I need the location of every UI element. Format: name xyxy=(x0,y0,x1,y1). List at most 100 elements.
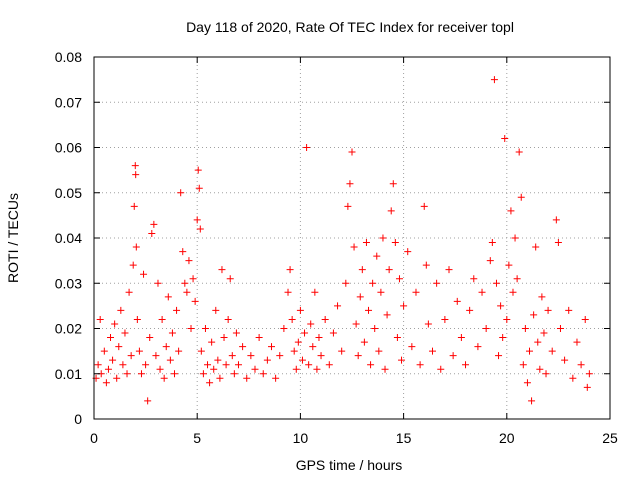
grid xyxy=(94,57,610,419)
data-point xyxy=(175,347,183,355)
data-point xyxy=(162,343,170,351)
data-points xyxy=(92,76,593,405)
data-point xyxy=(232,329,240,337)
data-point xyxy=(268,343,276,351)
data-point xyxy=(307,320,315,328)
data-point xyxy=(214,356,222,364)
data-point xyxy=(218,266,226,274)
data-point xyxy=(144,397,152,405)
x-tick-label: 20 xyxy=(499,430,515,446)
data-point xyxy=(104,365,112,373)
data-point xyxy=(391,239,399,247)
data-point xyxy=(117,306,125,314)
data-point xyxy=(521,325,529,332)
data-point xyxy=(499,334,507,342)
y-tick-label: 0.07 xyxy=(55,94,82,110)
data-point xyxy=(100,347,108,355)
data-point xyxy=(400,302,408,310)
data-point xyxy=(428,347,436,355)
y-tick-label: 0.01 xyxy=(55,366,82,382)
data-point xyxy=(164,293,172,301)
data-point xyxy=(148,229,156,237)
x-tick-label: 5 xyxy=(193,430,201,446)
data-point xyxy=(276,352,284,360)
y-tick-label: 0.05 xyxy=(55,185,82,201)
data-point xyxy=(338,347,346,355)
data-point xyxy=(135,347,143,355)
x-tick-label: 0 xyxy=(90,430,98,446)
data-point xyxy=(569,374,577,382)
data-point xyxy=(375,347,383,355)
data-point xyxy=(449,352,457,360)
data-point xyxy=(356,293,364,301)
data-point xyxy=(199,370,207,378)
data-point xyxy=(193,216,201,224)
data-point xyxy=(362,239,370,247)
data-point xyxy=(288,315,296,323)
y-axis-label: ROTI / TECUs xyxy=(5,193,21,283)
data-point xyxy=(398,356,406,364)
data-point xyxy=(187,325,195,332)
chart-title: Day 118 of 2020, Rate Of TEC Index for r… xyxy=(186,19,514,35)
data-point xyxy=(416,361,424,369)
data-point xyxy=(152,352,160,360)
data-point xyxy=(284,288,292,296)
data-point xyxy=(534,338,542,346)
data-point xyxy=(371,325,379,332)
data-point xyxy=(239,343,247,351)
data-point xyxy=(517,193,525,201)
data-point xyxy=(379,234,387,242)
data-point xyxy=(497,302,505,310)
data-point xyxy=(115,343,123,351)
data-point xyxy=(315,334,323,342)
data-point xyxy=(457,334,465,342)
data-point xyxy=(234,361,242,369)
data-point xyxy=(577,361,585,369)
data-point xyxy=(530,311,538,319)
data-point xyxy=(462,361,470,369)
data-point xyxy=(243,374,251,382)
data-point xyxy=(194,166,202,174)
data-point xyxy=(554,239,562,247)
data-point xyxy=(478,288,486,296)
data-point xyxy=(216,374,224,382)
data-point xyxy=(191,297,199,305)
data-point xyxy=(373,252,381,260)
data-point xyxy=(538,293,546,301)
data-point xyxy=(329,329,337,337)
data-point xyxy=(298,356,306,364)
data-point xyxy=(532,243,540,251)
data-point xyxy=(583,383,591,391)
data-point xyxy=(404,248,412,256)
data-point xyxy=(259,370,267,378)
data-point xyxy=(280,325,288,332)
data-point xyxy=(158,315,166,323)
data-point xyxy=(511,234,519,242)
x-tick-label: 10 xyxy=(293,430,309,446)
data-point xyxy=(208,338,216,346)
data-point xyxy=(294,338,302,346)
data-point xyxy=(466,306,474,314)
data-point xyxy=(154,279,162,287)
x-axis-label: GPS time / hours xyxy=(296,457,403,473)
data-point xyxy=(123,370,131,378)
data-point xyxy=(137,370,145,378)
data-point xyxy=(303,144,311,151)
data-point xyxy=(334,302,342,310)
x-ticks: 0 5 10 15 20 25 xyxy=(90,57,618,446)
data-point xyxy=(127,352,135,360)
data-point xyxy=(385,266,393,274)
data-point xyxy=(412,288,420,296)
data-point xyxy=(129,261,137,269)
y-tick-label: 0.02 xyxy=(55,321,82,337)
data-point xyxy=(381,365,389,373)
data-point xyxy=(179,248,187,256)
data-point xyxy=(263,356,271,364)
data-point xyxy=(321,315,329,323)
data-point xyxy=(130,202,138,210)
data-point xyxy=(544,306,552,314)
data-point xyxy=(220,334,228,342)
data-point xyxy=(125,288,133,296)
data-point xyxy=(548,347,556,355)
